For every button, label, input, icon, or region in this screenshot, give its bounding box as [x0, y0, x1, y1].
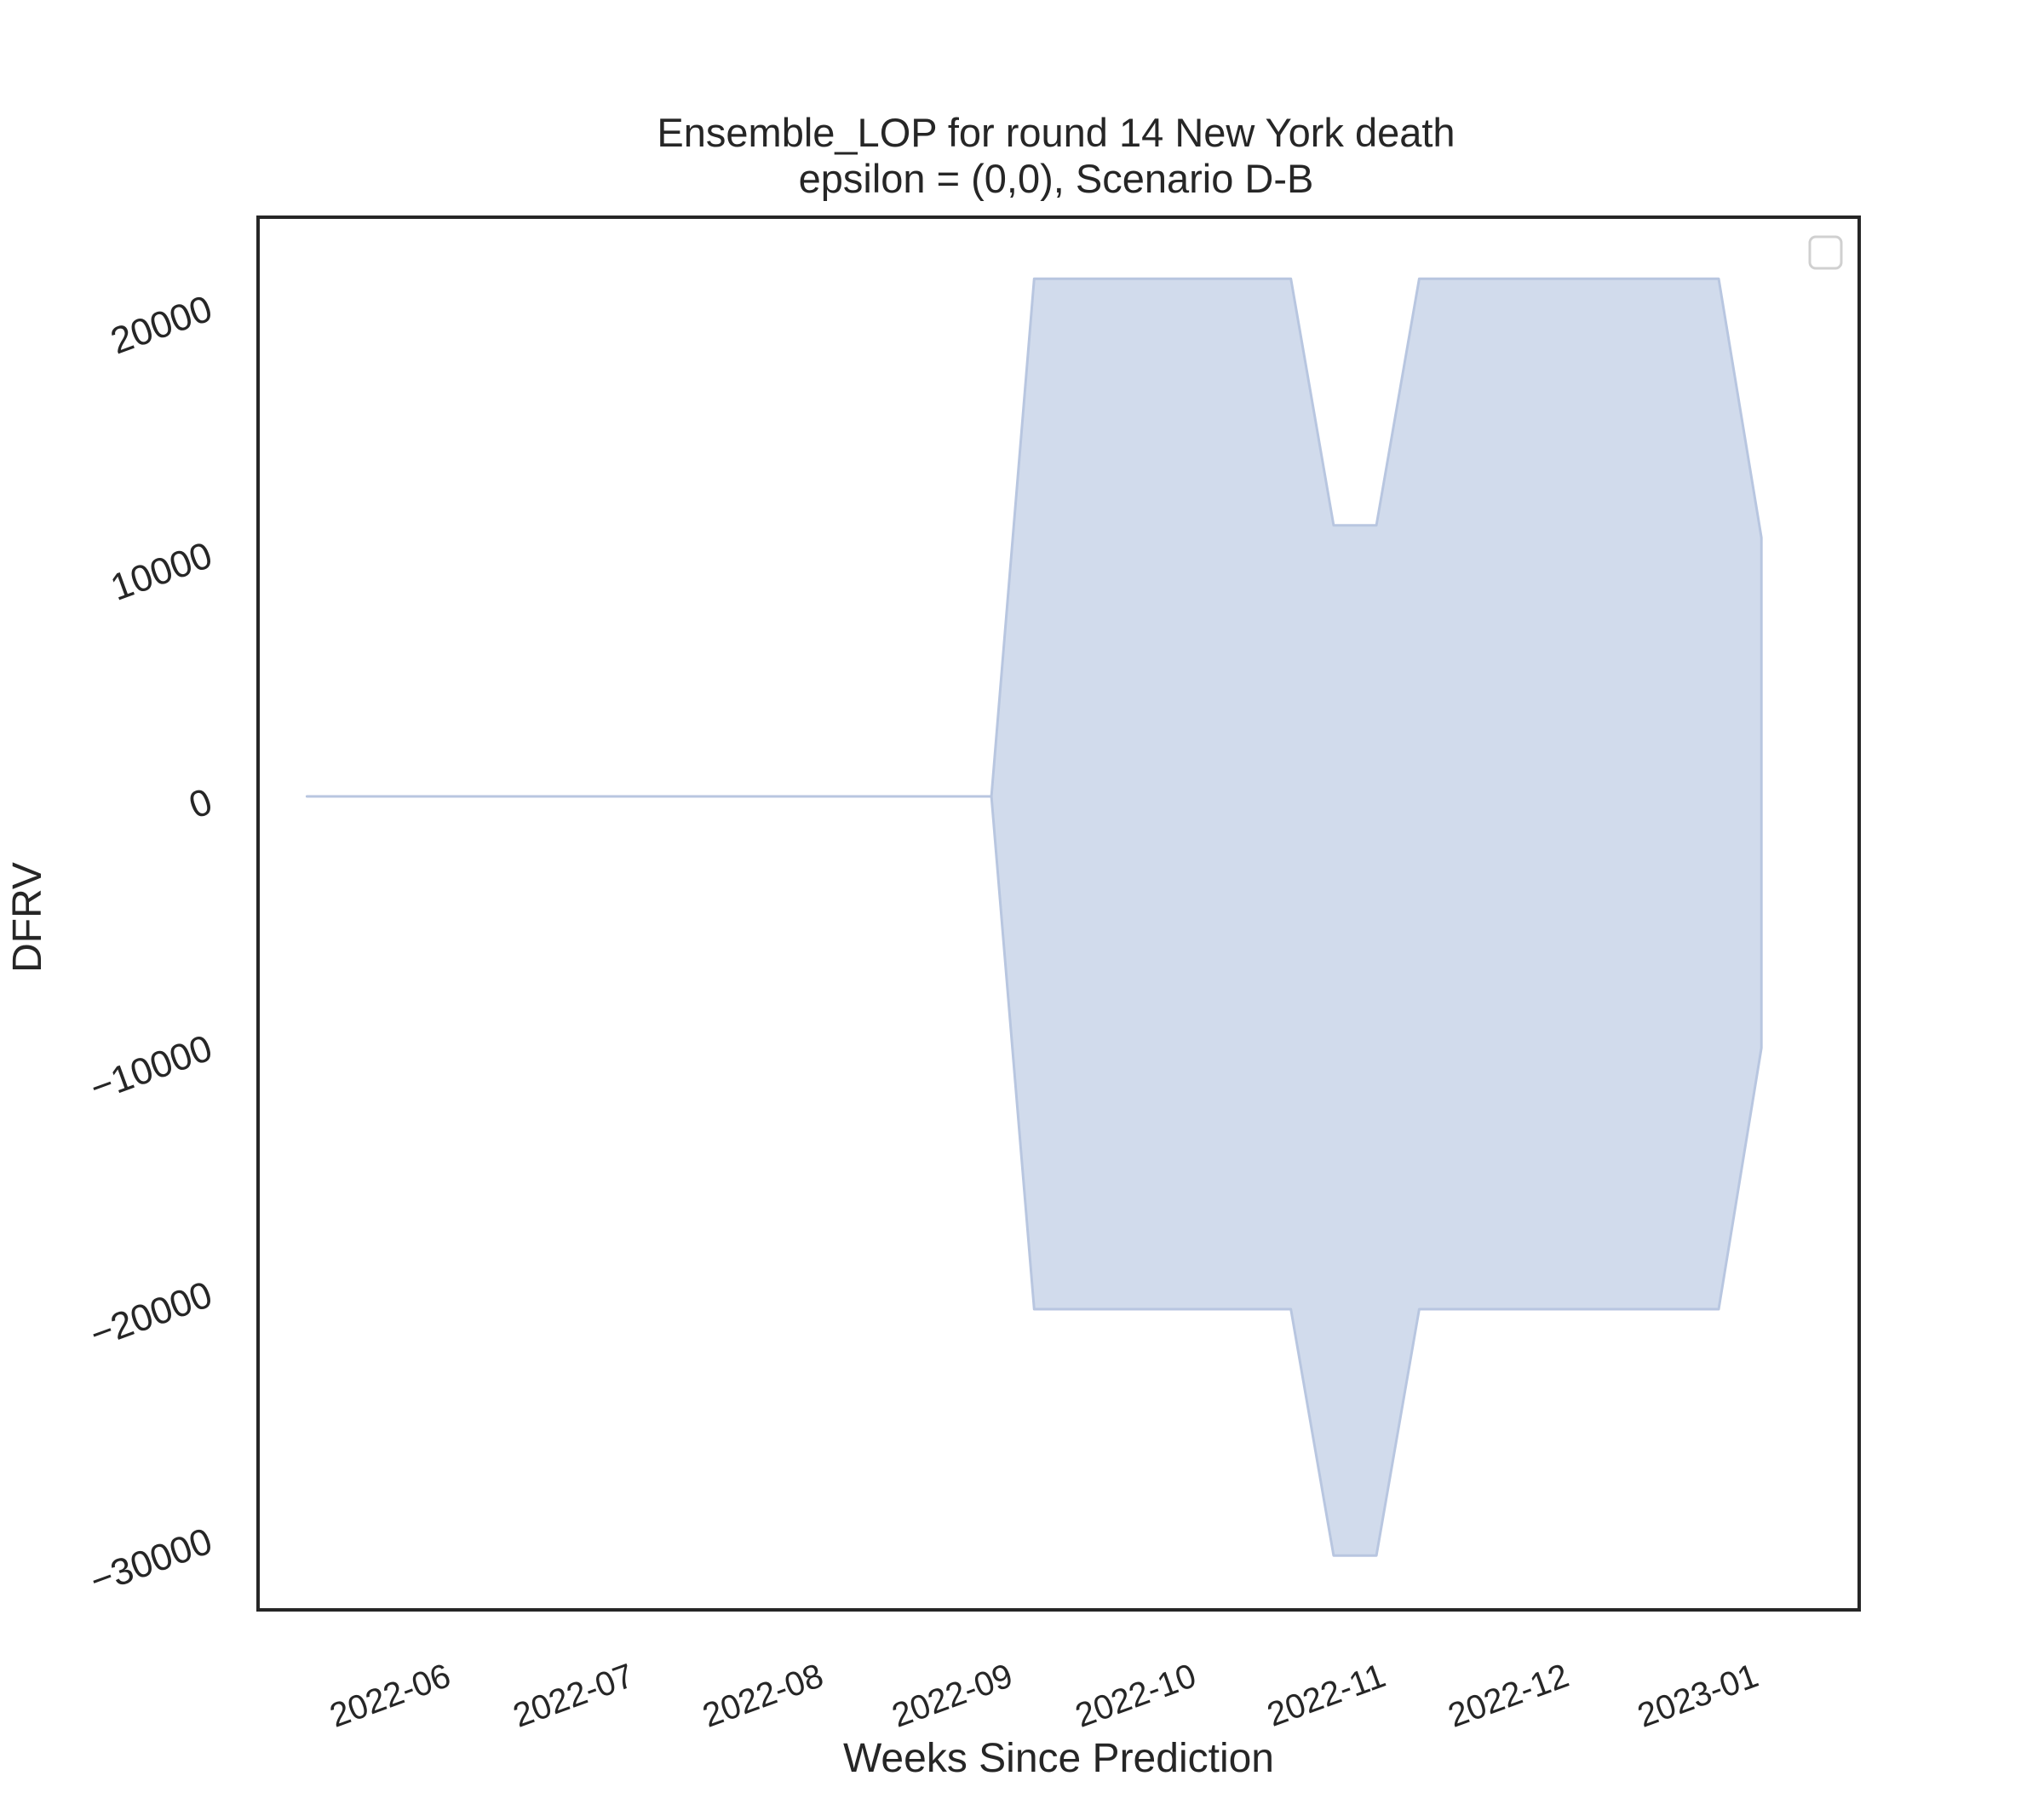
plot-area	[305, 277, 1763, 1557]
series-0-band	[305, 277, 1763, 1557]
chart-subtitle: epsilon = (0,0), Scenario D-B	[799, 156, 1314, 201]
y-tick-label-5: −30000	[85, 1520, 218, 1603]
chart-title: Ensemble_LOP for round 14 New York death	[657, 110, 1455, 155]
y-tick-label-0: 20000	[106, 288, 218, 363]
y-axis-ticks: 20000 10000 0 −10000 −20000 −30000	[85, 288, 218, 1603]
y-tick-label-4: −20000	[85, 1273, 218, 1356]
x-tick-label-6: 2022-12	[1444, 1657, 1574, 1735]
x-axis-ticks: 2022-06 2022-07 2022-08 2022-09 2022-10 2022-…	[325, 1657, 1763, 1735]
x-axis-label: Weeks Since Prediction	[843, 1736, 1274, 1781]
x-tick-label-5: 2022-11	[1262, 1657, 1390, 1734]
x-tick-label-7: 2023-01	[1633, 1657, 1763, 1735]
y-tick-label-3: −10000	[85, 1027, 218, 1110]
plot-frame	[256, 216, 1861, 1612]
legend-box	[1808, 235, 1843, 270]
y-tick-label-2: 0	[184, 780, 218, 826]
x-tick-label-3: 2022-09	[887, 1657, 1018, 1735]
x-tick-label-2: 2022-08	[698, 1657, 828, 1735]
y-axis-label: DFRV	[5, 862, 50, 973]
x-tick-label-1: 2022-07	[508, 1657, 639, 1735]
y-tick-label-1: 10000	[106, 534, 218, 609]
x-tick-label-0: 2022-06	[325, 1657, 456, 1735]
x-tick-label-4: 2022-10	[1071, 1657, 1201, 1735]
